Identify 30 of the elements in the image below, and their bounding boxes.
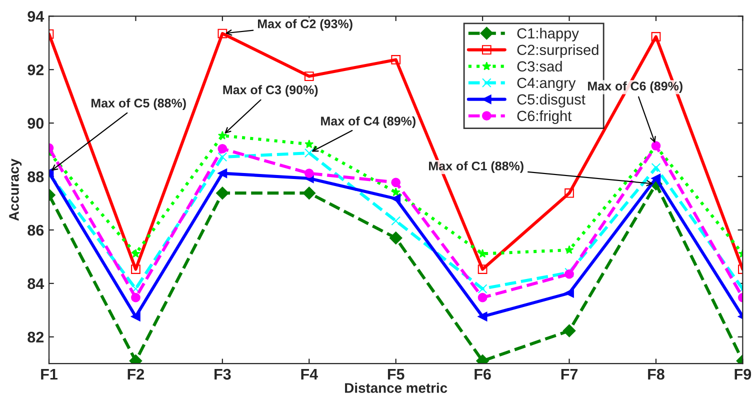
y-tick-label: 90 [28,118,44,129]
legend-label: C1:happy [517,28,579,42]
x-tick-label: F9 [734,368,752,380]
y-tick-label: 82 [28,332,44,343]
legend-label: C6:fright [517,110,572,124]
legend-label: C4:angry [517,78,576,91]
x-tick-label: F1 [41,369,58,380]
x-tick-label: F8 [648,368,664,380]
y-tick-label: 84 [28,278,44,290]
y-axis-title: Accuracy [9,158,22,221]
annotation: Max of C1 (88%) [429,161,524,173]
legend-label: C5:disgust [517,94,586,108]
x-tick-label: F3 [214,368,231,380]
y-tick-label: 88 [28,171,44,182]
y-tick-label: 86 [28,224,44,236]
x-tick-label: F7 [561,369,578,380]
annotation: Max of C3 (90%) [223,85,318,97]
annotation: Max of C4 (89%) [321,116,416,128]
legend-label: C3:sad [517,60,562,72]
x-tick-label: F2 [128,368,144,380]
y-tick-label: 94 [28,11,44,22]
y-tick-label: 92 [28,64,44,76]
annotation: Max of C2 (93%) [258,19,352,31]
x-axis-title: Distance metric [345,382,448,393]
x-tick-label: F5 [388,369,404,380]
annotation: Max of C6 (89%) [588,81,682,94]
legend-label: C2:surprised [517,44,598,58]
x-tick-label: F4 [301,369,318,380]
annotation: Max of C5 (88%) [92,98,186,110]
x-tick-label: F6 [474,368,491,380]
